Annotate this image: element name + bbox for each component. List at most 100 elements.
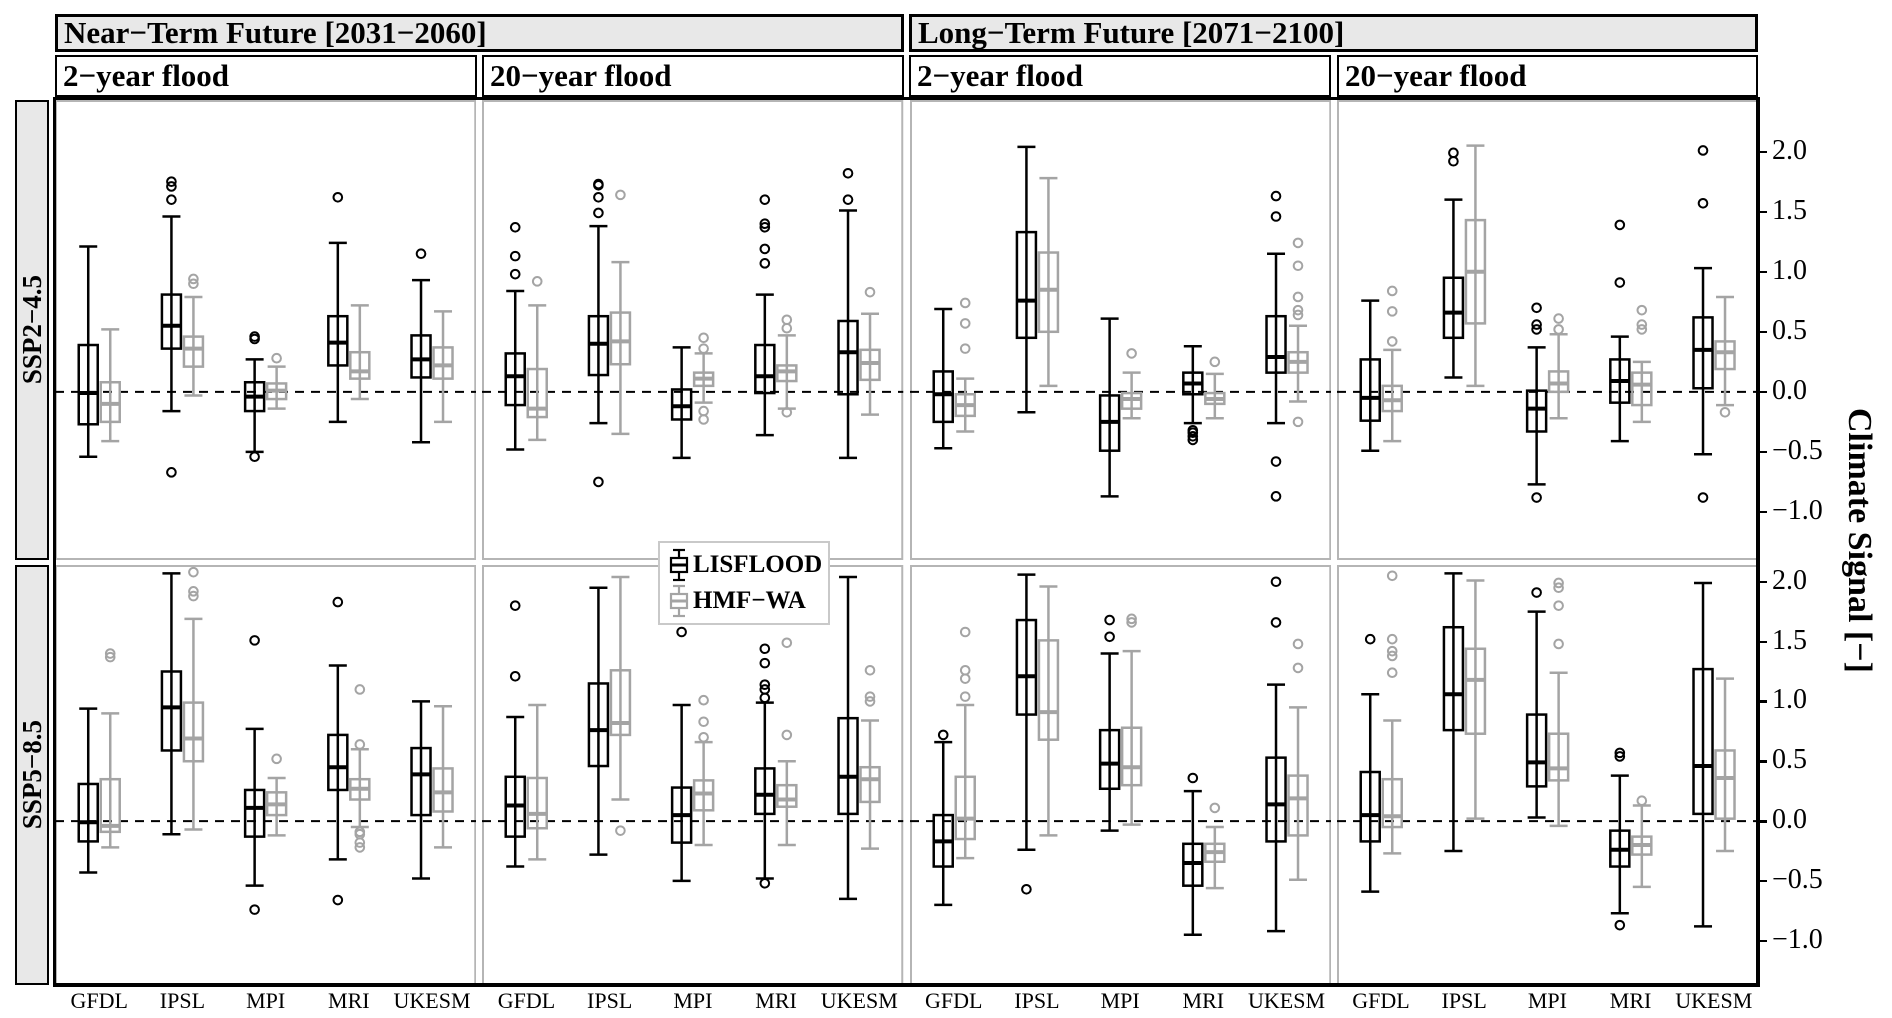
outlier-point: [1553, 638, 1564, 650]
panel-SSP5−8.5-Near−Term Future [2031−2060]-2−year flood: [55, 565, 477, 985]
facet-subheader-label: 20−year flood: [490, 58, 672, 93]
y-tick-mark: [1758, 939, 1767, 943]
iqr-box: [609, 311, 632, 366]
boxplot-hmf-wa-IPSL: [182, 273, 205, 397]
outlier-point: [1553, 600, 1564, 611]
boxplot-lisflood-MRI: [1608, 747, 1631, 931]
y-tick-mark: [1758, 700, 1767, 703]
iqr-box: [1098, 728, 1120, 791]
boxplot-lisflood-MPI: [1098, 614, 1120, 832]
outlier-point: [1697, 492, 1709, 503]
outlier-point: [510, 250, 521, 262]
outlier-point: [1125, 348, 1137, 359]
x-tick-label-UKESM: UKESM: [393, 988, 471, 1013]
outlier-point: [1553, 324, 1564, 335]
boxplot-hmf-wa-MPI: [265, 352, 288, 410]
x-tick-label-GFDL: GFDL: [924, 988, 983, 1013]
x-tick-label-MPI: MPI: [1527, 988, 1567, 1013]
outlier-point: [959, 691, 971, 702]
iqr-box: [1359, 770, 1381, 843]
outlier-point: [354, 837, 366, 848]
boxplot-hmf-wa-GFDL: [526, 703, 549, 861]
outlier-point: [959, 626, 971, 638]
outlier-point: [698, 332, 710, 344]
boxplot-hmf-wa-GFDL: [99, 328, 121, 443]
facet-subheader-label: 2−year flood: [917, 58, 1084, 93]
x-tick-label-IPSL: IPSL: [1441, 988, 1487, 1013]
boxplot-hmf-wa-GFDL: [1381, 285, 1403, 443]
boxplot-hmf-wa-GFDL: [1381, 570, 1403, 855]
outlier-point: [1553, 577, 1564, 589]
outlier-point: [1447, 155, 1459, 167]
outlier-point: [1386, 667, 1398, 678]
iqr-box: [837, 319, 860, 396]
x-tick-label-IPSL: IPSL: [1014, 988, 1060, 1013]
outlier-point: [104, 648, 116, 659]
iqr-box: [182, 701, 205, 763]
outlier-point: [104, 651, 116, 663]
outlier-point: [759, 643, 771, 655]
outlier-point: [759, 222, 771, 233]
outlier-point: [1125, 617, 1137, 628]
outlier-point: [1209, 356, 1220, 368]
y-tick-mark: [1758, 150, 1767, 154]
outlier-point: [1614, 277, 1625, 288]
outlier-point: [1636, 319, 1647, 330]
y-tick-mark: [1758, 820, 1767, 823]
boxplot-hmf-wa-IPSL: [1464, 579, 1486, 820]
y-tick-mark: [1758, 510, 1767, 514]
iqr-box: [160, 293, 183, 350]
outlier-point: [759, 657, 771, 669]
outlier-point: [781, 729, 793, 741]
y-tick-label: 2.0: [1772, 564, 1807, 596]
boxplot-hmf-wa-MRI: [776, 637, 798, 847]
boxplot-hmf-wa-MRI: [776, 314, 798, 418]
gcm-label-row: GFDL IPSL MPI MRI UKESM: [910, 988, 1331, 1016]
frame-right-axis-spine: [1756, 97, 1760, 987]
x-tick-label-GFDL: GFDL: [1352, 988, 1410, 1013]
boxplot-hmf-wa-IPSL: [609, 575, 632, 836]
boxplot-hmf-wa-MPI: [693, 332, 715, 425]
iqr-box: [754, 767, 776, 816]
x-tick-label-MRI: MRI: [755, 988, 797, 1013]
outlier-point: [959, 318, 971, 329]
panel-SSP2−4.5-Long−Term Future [2071−2100]-20−year flood: [1336, 100, 1758, 560]
y-tick-label: 0.5: [1772, 314, 1807, 346]
outlier-point: [1103, 614, 1115, 626]
iqr-box: [327, 733, 349, 792]
outlier-point: [1386, 285, 1398, 297]
boxplot-hmf-wa-UKESM: [432, 310, 454, 424]
outlier-point: [1614, 919, 1625, 931]
outlier-point: [759, 679, 771, 690]
outlier-point: [1292, 662, 1303, 674]
outlier-point: [188, 273, 199, 285]
outlier-point: [937, 729, 949, 741]
boxplot-lisflood-IPSL: [1015, 573, 1037, 895]
iqr-box: [1525, 389, 1548, 433]
y-tick-mark: [1758, 450, 1767, 454]
boxplot-hmf-wa-MPI: [1120, 348, 1142, 420]
outlier-point: [332, 191, 344, 203]
outlier-point: [593, 207, 604, 219]
outlier-point: [332, 596, 344, 608]
outlier-point: [1553, 313, 1564, 324]
outlier-point: [354, 684, 366, 695]
y-tick-mark: [1758, 879, 1767, 883]
panel-SSP5−8.5-Long−Term Future [2071−2100]-20−year flood: [1336, 565, 1758, 985]
boxplot-lisflood-IPSL: [1442, 572, 1464, 853]
outlier-point: [188, 590, 199, 602]
y-tick-label: 2.0: [1772, 134, 1807, 166]
boxplot-lisflood-IPSL: [160, 572, 183, 836]
facet-subheader-near-20yr: 20−year flood: [482, 55, 904, 97]
facet-subheader-near-2yr: 2−year flood: [55, 55, 477, 97]
boxplot-hmf-wa-MRI: [1203, 356, 1226, 420]
boxplot-lisflood-UKESM: [837, 167, 860, 460]
outlier-point: [166, 194, 177, 205]
iqr-box: [587, 682, 610, 768]
boxplot-lisflood-MPI: [1098, 317, 1120, 498]
boxplot-glyph-black-icon: [669, 548, 689, 582]
boxplot-hmf-wa-IPSL: [1464, 144, 1486, 388]
facet-row-label-ssp2: SSP2−4.5: [16, 275, 47, 385]
boxplot-hmf-wa-MRI: [1203, 802, 1226, 890]
boxplot-lisflood-MRI: [327, 596, 349, 906]
